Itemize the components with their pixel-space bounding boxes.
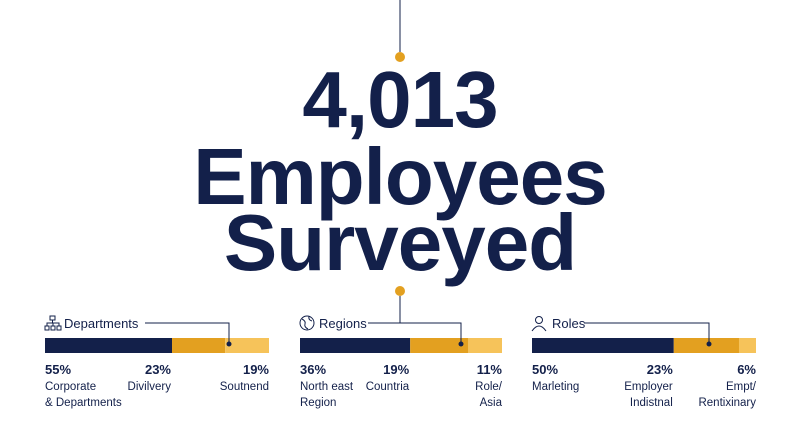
dot	[395, 52, 405, 62]
headline: Surveyed	[224, 198, 576, 287]
segment-label: Role/	[475, 381, 503, 393]
segment-label: Employer	[624, 381, 673, 393]
segment-label: Rentixinary	[698, 397, 756, 409]
connector	[368, 322, 462, 344]
segment-label: Empt/	[726, 381, 757, 393]
panel-title: Departments	[64, 316, 139, 331]
segment-label: & Departments	[45, 397, 122, 409]
segment-label: Indistnal	[630, 397, 673, 409]
segment-percent: 6%	[737, 362, 756, 377]
connector	[145, 322, 230, 344]
bar-segment	[468, 338, 502, 353]
bar-segment	[738, 338, 756, 353]
bar-segment	[172, 338, 226, 353]
segment-percent: 55%	[45, 362, 71, 377]
bar-segment	[673, 338, 739, 353]
panel-title: Regions	[319, 316, 367, 331]
segment-label: Divilvery	[128, 381, 172, 393]
segment-percent: 23%	[647, 362, 673, 377]
bar-segment	[300, 338, 411, 353]
dot	[706, 341, 712, 347]
person-icon	[531, 316, 547, 332]
dot	[226, 341, 232, 347]
segment-label: Region	[300, 397, 336, 409]
segment-percent: 19%	[243, 362, 269, 377]
headline: Employees	[193, 132, 606, 221]
bar-segment	[410, 338, 469, 353]
segment-percent: 36%	[300, 362, 326, 377]
globe-icon	[299, 315, 315, 331]
dot	[458, 341, 464, 347]
segment-percent: 50%	[532, 362, 558, 377]
segment-percent: 11%	[477, 362, 503, 377]
segment-label: North east	[300, 381, 354, 393]
bar-segment	[45, 338, 173, 353]
segment-percent: 23%	[145, 362, 171, 377]
panel-title: Roles	[552, 316, 586, 331]
bar-segment	[532, 338, 674, 353]
bar-segment	[225, 338, 269, 353]
connector	[584, 322, 710, 344]
segment-label: Countria	[366, 381, 410, 393]
segment-label: Asia	[480, 397, 503, 409]
org-icon	[44, 315, 62, 331]
segment-label: Marleting	[532, 381, 579, 393]
segment-percent: 19%	[383, 362, 409, 377]
dot	[395, 286, 405, 296]
segment-label: Soutnend	[220, 381, 269, 393]
headline: 4,013	[302, 55, 497, 144]
segment-label: Corporate	[45, 381, 96, 393]
